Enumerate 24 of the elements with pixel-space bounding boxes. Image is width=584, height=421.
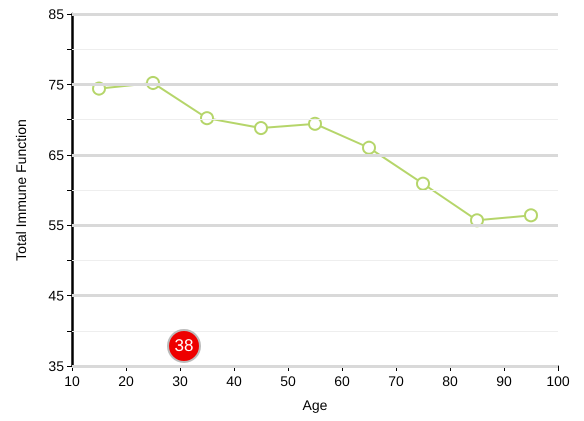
y-tick-label: 35 [48,358,64,374]
y-tick-label: 85 [48,6,64,22]
y-tick-label: 75 [48,76,64,92]
y-tick-label: 45 [48,288,64,304]
x-tick-label: 50 [280,373,296,389]
x-tick-label: 80 [442,373,458,389]
y-tick-label: 55 [48,217,64,234]
x-tick-label: 20 [118,373,134,389]
y-axis-title: Total Immune Function [13,119,29,261]
x-tick-label: 100 [546,373,570,389]
x-tick-label: 40 [226,373,242,389]
y-tick-label: 65 [48,146,64,163]
x-tick-label: 60 [334,373,350,389]
point [362,140,376,155]
x-tick-label: 70 [388,373,404,389]
x-axis-title: Age [302,397,328,413]
point [308,116,322,131]
point [254,121,268,136]
point [200,111,214,126]
x-tick-label: 90 [496,373,512,389]
point [524,208,538,222]
point [416,176,430,191]
x-tick-label: 10 [64,373,80,389]
x-tick-label: 30 [172,373,188,389]
